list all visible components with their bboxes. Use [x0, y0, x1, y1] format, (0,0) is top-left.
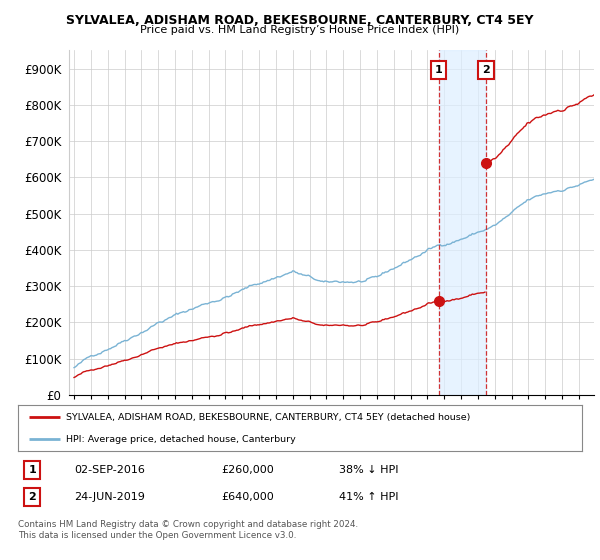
Text: 38% ↓ HPI: 38% ↓ HPI: [340, 465, 399, 475]
Text: 24-JUN-2019: 24-JUN-2019: [74, 492, 145, 502]
Text: £640,000: £640,000: [221, 492, 274, 502]
Text: £260,000: £260,000: [221, 465, 274, 475]
Text: 41% ↑ HPI: 41% ↑ HPI: [340, 492, 399, 502]
Text: SYLVALEA, ADISHAM ROAD, BEKESBOURNE, CANTERBURY, CT4 5EY: SYLVALEA, ADISHAM ROAD, BEKESBOURNE, CAN…: [66, 14, 534, 27]
Text: SYLVALEA, ADISHAM ROAD, BEKESBOURNE, CANTERBURY, CT4 5EY (detached house): SYLVALEA, ADISHAM ROAD, BEKESBOURNE, CAN…: [66, 413, 470, 422]
Text: HPI: Average price, detached house, Canterbury: HPI: Average price, detached house, Cant…: [66, 435, 296, 444]
Bar: [439, 50, 486, 395]
Text: 1: 1: [28, 465, 36, 475]
Text: 1: 1: [435, 66, 443, 76]
Text: Price paid vs. HM Land Registry’s House Price Index (HPI): Price paid vs. HM Land Registry’s House …: [140, 25, 460, 35]
Text: Contains HM Land Registry data © Crown copyright and database right 2024.: Contains HM Land Registry data © Crown c…: [18, 520, 358, 529]
Text: This data is licensed under the Open Government Licence v3.0.: This data is licensed under the Open Gov…: [18, 531, 296, 540]
Text: 2: 2: [482, 66, 490, 76]
Text: 02-SEP-2016: 02-SEP-2016: [74, 465, 145, 475]
Text: 2: 2: [28, 492, 36, 502]
